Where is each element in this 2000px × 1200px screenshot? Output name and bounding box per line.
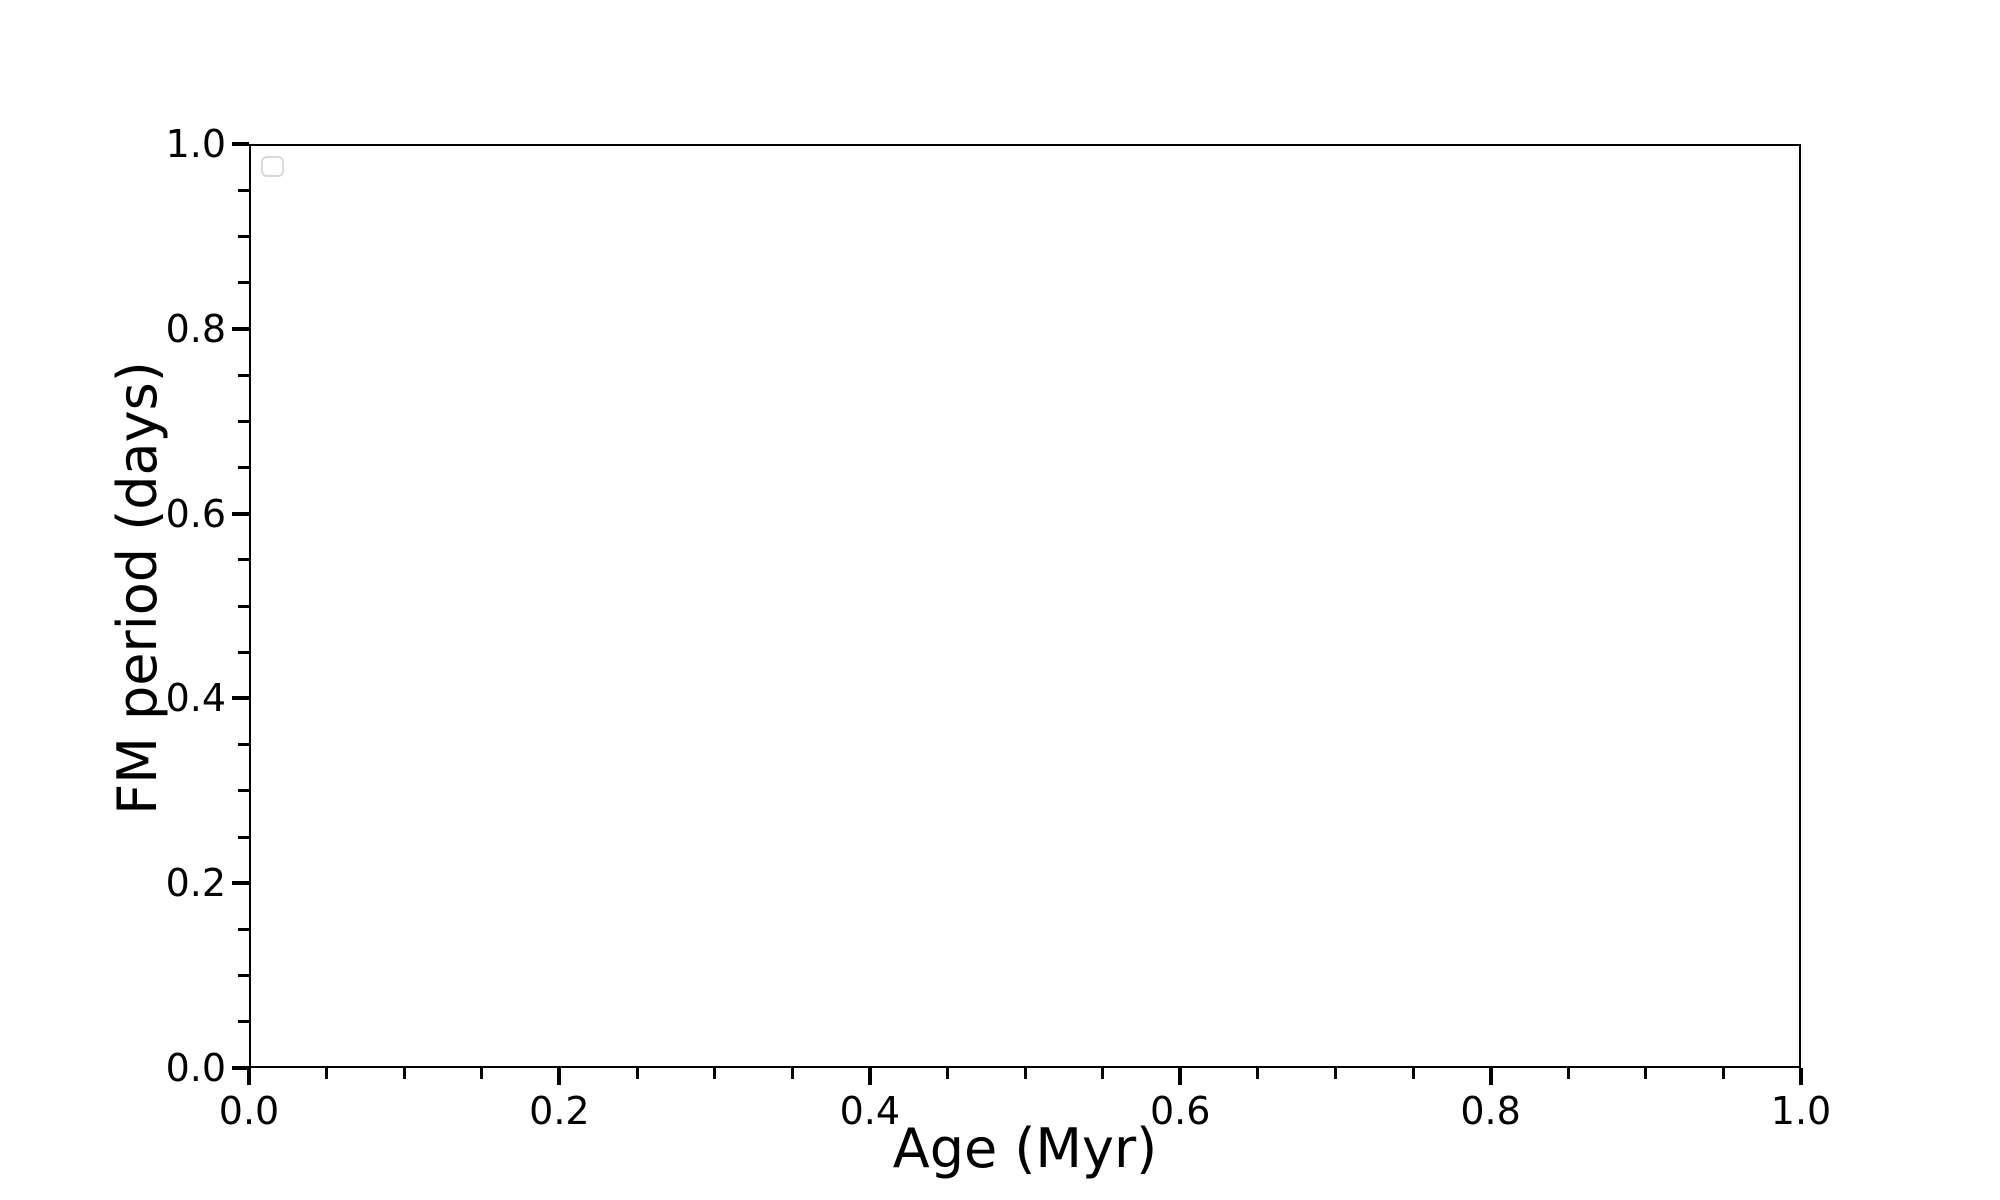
y-minor-tick xyxy=(238,188,249,192)
y-tick-label: 0.6 xyxy=(165,491,226,536)
y-tick-label: 0.8 xyxy=(165,306,226,351)
y-minor-tick xyxy=(238,604,249,608)
y-minor-tick xyxy=(238,465,249,469)
x-minor-tick xyxy=(1101,1068,1105,1079)
x-major-tick xyxy=(1488,1068,1493,1085)
x-major-tick xyxy=(867,1068,872,1085)
x-minor-tick xyxy=(1566,1068,1570,1079)
x-major-tick xyxy=(557,1068,562,1085)
x-tick-label: 0.4 xyxy=(839,1089,901,1133)
y-axis-label: FM period (days) xyxy=(106,361,169,815)
x-tick-label: 0.2 xyxy=(529,1089,590,1133)
x-minor-tick xyxy=(402,1068,406,1079)
x-minor-tick xyxy=(480,1068,484,1079)
x-major-tick xyxy=(1799,1068,1803,1085)
y-major-tick xyxy=(232,326,249,331)
legend-box xyxy=(261,156,284,177)
x-tick-label: 0.0 xyxy=(218,1089,280,1133)
y-minor-tick xyxy=(238,1020,249,1024)
y-tick-label: 0.4 xyxy=(165,676,226,721)
y-tick-label: 0.2 xyxy=(165,861,226,906)
x-minor-tick xyxy=(1256,1068,1260,1079)
y-minor-tick xyxy=(238,650,249,654)
y-minor-tick xyxy=(238,234,249,238)
x-tick-label: 0.6 xyxy=(1149,1089,1211,1133)
y-tick-label: 1.0 xyxy=(165,122,226,166)
x-minor-tick xyxy=(790,1068,794,1079)
y-minor-tick xyxy=(238,743,249,747)
x-major-tick xyxy=(1178,1068,1183,1085)
x-minor-tick xyxy=(945,1068,949,1079)
y-major-tick xyxy=(232,142,249,146)
x-axis-label: Age (Myr) xyxy=(892,1117,1158,1180)
y-minor-tick xyxy=(238,558,249,562)
y-major-tick xyxy=(232,1066,249,1070)
y-minor-tick xyxy=(238,281,249,285)
x-major-tick xyxy=(247,1068,251,1085)
x-minor-tick xyxy=(325,1068,329,1079)
y-minor-tick xyxy=(238,789,249,793)
x-minor-tick xyxy=(1644,1068,1648,1079)
x-tick-label: 1.0 xyxy=(1770,1089,1832,1133)
x-minor-tick xyxy=(1721,1068,1725,1079)
x-tick-label: 0.8 xyxy=(1460,1089,1521,1133)
x-minor-tick xyxy=(713,1068,717,1079)
x-minor-tick xyxy=(1023,1068,1027,1079)
y-tick-label: 0.0 xyxy=(165,1046,226,1090)
x-minor-tick xyxy=(635,1068,639,1079)
x-minor-tick xyxy=(1411,1068,1415,1079)
x-minor-tick xyxy=(1333,1068,1337,1079)
y-major-tick xyxy=(232,881,249,886)
y-minor-tick xyxy=(238,835,249,839)
plot-area xyxy=(249,144,1801,1068)
y-major-tick xyxy=(232,696,249,701)
y-minor-tick xyxy=(238,373,249,377)
y-minor-tick xyxy=(238,974,249,978)
y-minor-tick xyxy=(238,927,249,931)
y-minor-tick xyxy=(238,419,249,423)
y-major-tick xyxy=(232,511,249,516)
